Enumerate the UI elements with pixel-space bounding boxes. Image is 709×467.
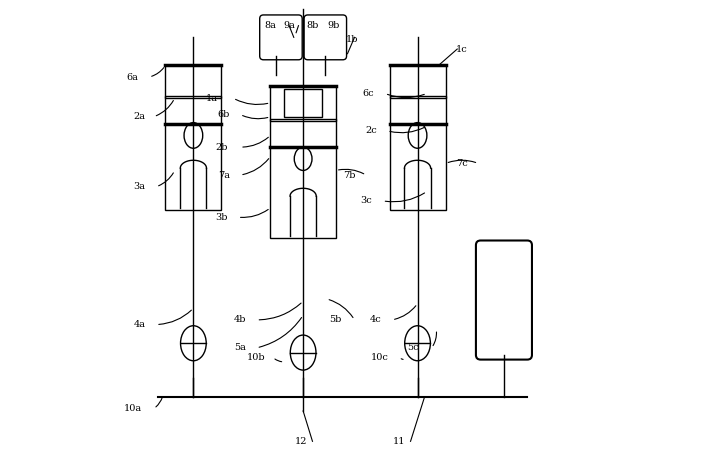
Text: 5b: 5b	[330, 315, 342, 325]
Bar	[270, 86, 336, 121]
Bar	[270, 119, 336, 238]
Text: 7c: 7c	[456, 159, 468, 168]
Bar	[284, 89, 322, 117]
Text: 1a: 1a	[206, 93, 218, 103]
Text: 3a: 3a	[134, 182, 145, 191]
Text: 12: 12	[294, 437, 307, 446]
Text: 4b: 4b	[234, 315, 246, 325]
Text: 1b: 1b	[346, 35, 359, 44]
Text: 8b: 8b	[306, 21, 318, 30]
Text: 3b: 3b	[215, 212, 228, 222]
Bar	[389, 96, 445, 210]
Text: 2b: 2b	[215, 142, 228, 152]
Text: 7a: 7a	[218, 170, 230, 180]
Text: 2a: 2a	[134, 112, 145, 121]
Text: 8a: 8a	[264, 21, 277, 30]
Text: 5a: 5a	[234, 343, 246, 353]
Text: 10b: 10b	[247, 353, 266, 362]
Text: 4a: 4a	[134, 320, 145, 329]
Text: 1c: 1c	[456, 44, 468, 54]
Text: 5c: 5c	[407, 343, 419, 353]
Text: 3c: 3c	[360, 196, 372, 205]
Bar	[389, 65, 445, 98]
Text: 6c: 6c	[363, 89, 374, 98]
Text: 10a: 10a	[123, 404, 142, 413]
Bar	[165, 65, 221, 98]
Text: 6a: 6a	[127, 72, 139, 82]
Text: 4c: 4c	[369, 315, 381, 325]
Text: 7b: 7b	[344, 170, 356, 180]
Text: 6b: 6b	[218, 110, 230, 119]
Text: 10c: 10c	[372, 353, 389, 362]
Text: 9b: 9b	[328, 21, 340, 30]
Text: 11: 11	[393, 437, 405, 446]
Text: 9a: 9a	[283, 21, 295, 30]
Text: 2c: 2c	[365, 126, 376, 135]
Bar	[165, 96, 221, 210]
